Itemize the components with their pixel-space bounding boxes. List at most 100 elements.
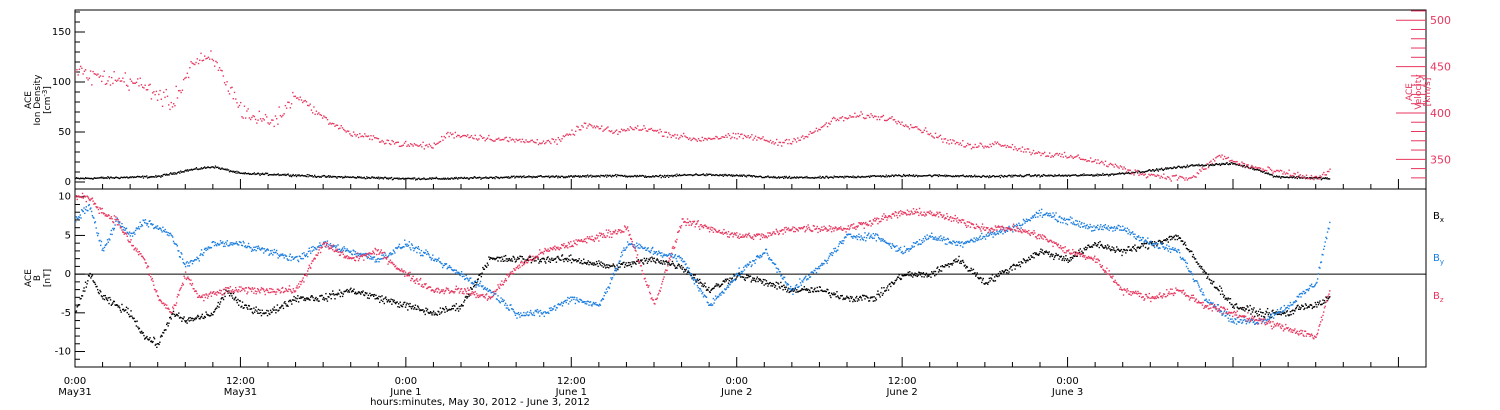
- density-point: [1013, 175, 1016, 177]
- b-point-Bx: [780, 285, 783, 288]
- velocity-point: [514, 141, 516, 143]
- b-point-Bx: [143, 338, 146, 340]
- b-point-By: [490, 292, 492, 294]
- velocity-point: [408, 145, 411, 147]
- density-point: [720, 174, 723, 177]
- b-point-By: [623, 249, 626, 251]
- b-point-Bx: [529, 256, 532, 258]
- density-point: [174, 172, 176, 174]
- velocity-point: [566, 133, 568, 135]
- b-point-By: [131, 232, 133, 235]
- density-point: [412, 178, 414, 180]
- velocity-point: [1075, 156, 1077, 158]
- density-point: [1075, 174, 1078, 177]
- velocity-point: [1008, 146, 1010, 148]
- density-point: [1078, 174, 1080, 177]
- b-point-Bx: [1256, 312, 1258, 315]
- b-point-Bx: [919, 274, 922, 276]
- velocity-point: [763, 139, 765, 141]
- b-point-By: [156, 225, 159, 227]
- density-point: [978, 175, 980, 178]
- b-point-Bx: [1287, 314, 1289, 316]
- density-point: [499, 177, 501, 179]
- b-point-Bx: [1324, 301, 1326, 304]
- density-point: [1012, 176, 1014, 178]
- b-point-Bx: [886, 287, 888, 289]
- b-point-By: [608, 286, 610, 288]
- density-point: [463, 176, 466, 179]
- b-point-Bx: [671, 260, 674, 263]
- density-point: [917, 176, 919, 178]
- density-point: [554, 176, 557, 178]
- b-point-Bx: [774, 285, 777, 287]
- b-point-Bx: [639, 259, 642, 261]
- b-point-Bx: [436, 314, 439, 316]
- b-point-Bx: [710, 289, 712, 292]
- density-point: [1066, 175, 1069, 177]
- b-point-Bx: [729, 277, 731, 279]
- b-point-Bx: [402, 303, 404, 306]
- velocity-point: [632, 128, 634, 131]
- b-point-Bx: [466, 297, 468, 299]
- density-point: [689, 174, 691, 176]
- velocity-point: [110, 76, 113, 79]
- density-point: [841, 175, 844, 178]
- b-point-Bx: [457, 310, 460, 312]
- density-point: [995, 175, 997, 178]
- density-point: [1233, 163, 1236, 165]
- density-point: [348, 176, 351, 179]
- b-point-Bx: [499, 256, 501, 259]
- b-point-Bx: [1063, 259, 1066, 262]
- b-point-By: [127, 232, 129, 235]
- velocity-point: [1065, 155, 1067, 157]
- density-point: [992, 175, 994, 177]
- velocity-point: [882, 114, 885, 117]
- density-point: [620, 175, 622, 177]
- b-point-By: [125, 228, 127, 230]
- b-point-Bx: [317, 300, 320, 302]
- b-point-By: [117, 220, 119, 223]
- velocity-point: [1238, 163, 1241, 165]
- b-point-By: [586, 300, 589, 303]
- b-point-Bx: [165, 329, 167, 331]
- density-point: [98, 177, 100, 179]
- b-point-Bx: [685, 268, 687, 271]
- b-point-Bx: [731, 277, 734, 279]
- density-point: [110, 176, 112, 178]
- b-point-By: [103, 249, 105, 252]
- b-point-Bx: [115, 304, 117, 307]
- density-point: [743, 174, 745, 176]
- b-point-Bx: [868, 300, 871, 302]
- b-point-Bx: [1006, 269, 1009, 272]
- b-point-By: [431, 257, 433, 260]
- velocity-point: [1053, 154, 1056, 156]
- b-point-Bx: [516, 258, 518, 261]
- velocity-point: [575, 130, 577, 132]
- density-point: [1089, 174, 1092, 176]
- b-point-Bx: [269, 309, 272, 312]
- density-point: [633, 175, 635, 177]
- b-point-Bx: [1197, 263, 1200, 265]
- b-point-Bx: [146, 335, 148, 338]
- velocity-point: [256, 122, 258, 124]
- b-point-Bx: [728, 279, 730, 282]
- density-point: [1276, 175, 1278, 177]
- b-point-Bx: [228, 295, 231, 297]
- b-point-Bx: [363, 294, 366, 297]
- velocity-point: [1104, 160, 1107, 162]
- density-point: [346, 176, 348, 178]
- velocity-point: [639, 129, 641, 131]
- b-point-Bx: [1000, 272, 1003, 274]
- b-point-Bx: [833, 293, 836, 296]
- velocity-point: [1130, 172, 1133, 175]
- density-point: [1233, 162, 1235, 165]
- b-point-Bx: [253, 311, 256, 313]
- velocity-point: [1022, 151, 1025, 153]
- b-point-Bx: [630, 265, 633, 268]
- b-point-Bx: [613, 264, 615, 267]
- b-point-By: [98, 240, 100, 242]
- b-point-Bx: [611, 265, 613, 267]
- density-point: [921, 175, 924, 177]
- velocity-point: [129, 78, 131, 80]
- velocity-point: [402, 144, 404, 146]
